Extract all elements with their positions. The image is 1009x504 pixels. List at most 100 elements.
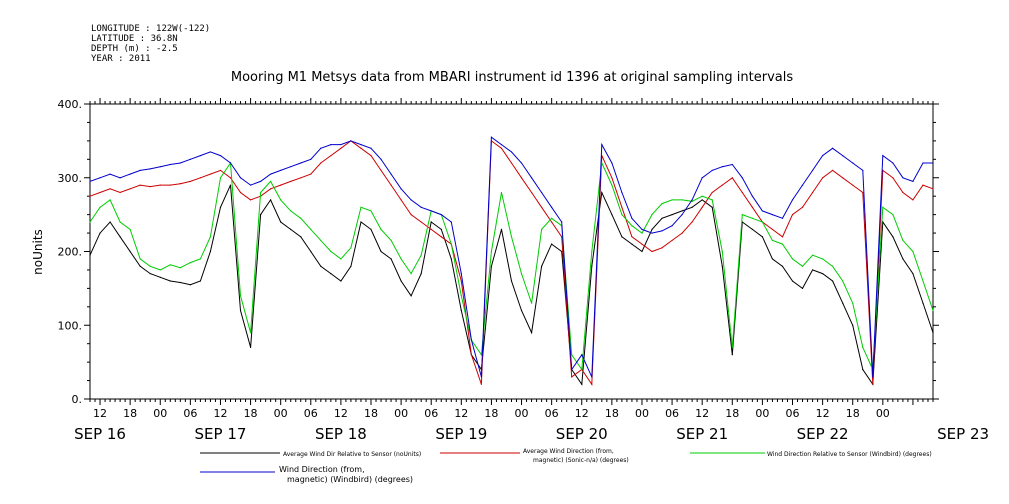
data-point bbox=[169, 163, 171, 166]
data-point bbox=[400, 258, 402, 260]
data-point bbox=[400, 199, 402, 201]
data-point bbox=[651, 228, 653, 230]
data-point bbox=[280, 184, 282, 186]
data-point bbox=[671, 214, 673, 216]
x-tick-label: 12 bbox=[93, 407, 107, 420]
data-point bbox=[621, 214, 623, 216]
x-day-label: SEP 18 bbox=[315, 425, 367, 443]
data-point bbox=[601, 143, 603, 146]
data-point bbox=[440, 214, 442, 216]
meta-longitude: LONGITUDE : 122W(-122) bbox=[91, 24, 210, 34]
data-point bbox=[842, 155, 844, 157]
data-point bbox=[460, 280, 462, 282]
x-day-label: SEP 22 bbox=[797, 425, 849, 443]
data-point bbox=[99, 232, 101, 234]
data-point bbox=[189, 158, 191, 160]
data-point bbox=[571, 354, 573, 356]
data-point bbox=[822, 155, 824, 157]
data-point bbox=[581, 354, 583, 356]
data-point bbox=[711, 199, 713, 201]
data-point bbox=[270, 188, 272, 190]
data-point bbox=[832, 280, 834, 282]
data-point bbox=[530, 191, 533, 194]
x-axis: 12 18 00 06 12 18 00 06 12 18 00 06 12 18 00 06 12 18 00 06… bbox=[74, 98, 989, 443]
x-day-label: SEP 20 bbox=[556, 425, 608, 443]
data-point bbox=[380, 158, 382, 160]
x-tick-label: 00 bbox=[394, 407, 408, 420]
data-point bbox=[671, 239, 673, 242]
data-point bbox=[751, 195, 753, 197]
data-point bbox=[129, 188, 131, 190]
data-point bbox=[350, 140, 352, 142]
data-point bbox=[832, 147, 834, 149]
data-point bbox=[510, 280, 513, 282]
data-point bbox=[932, 188, 934, 190]
data-point bbox=[280, 199, 282, 201]
data-point bbox=[460, 309, 462, 312]
data-point bbox=[169, 280, 171, 282]
data-point bbox=[932, 332, 934, 334]
data-point bbox=[681, 214, 683, 216]
data-point bbox=[290, 228, 292, 230]
data-point bbox=[862, 368, 864, 371]
data-point bbox=[661, 230, 663, 232]
data-point bbox=[300, 162, 302, 164]
data-point bbox=[310, 173, 312, 175]
data-point bbox=[681, 210, 683, 212]
data-point bbox=[621, 236, 623, 238]
data-point bbox=[862, 191, 864, 194]
data-point bbox=[169, 264, 171, 266]
y-tick-label: 0. bbox=[72, 393, 83, 406]
data-point bbox=[450, 258, 452, 260]
data-point bbox=[239, 295, 242, 297]
data-point bbox=[460, 295, 462, 297]
x-tick-label: 00 bbox=[515, 407, 529, 420]
data-point bbox=[290, 210, 292, 212]
data-point bbox=[360, 147, 362, 149]
x-day-label: SEP 16 bbox=[74, 425, 126, 443]
data-point bbox=[219, 206, 222, 208]
x-tick-label: 18 bbox=[484, 407, 498, 420]
data-point bbox=[209, 250, 212, 253]
data-point bbox=[621, 191, 623, 194]
data-point bbox=[209, 173, 212, 175]
data-point bbox=[811, 191, 814, 194]
y-tick-label: 200. bbox=[58, 246, 83, 259]
data-point bbox=[551, 221, 553, 223]
data-point bbox=[601, 162, 603, 164]
data-point bbox=[561, 236, 563, 238]
data-point bbox=[551, 217, 553, 219]
data-point bbox=[771, 228, 774, 230]
data-point bbox=[300, 177, 302, 179]
data-point bbox=[189, 261, 191, 264]
data-point bbox=[169, 184, 171, 186]
x-tick-label: 18 bbox=[244, 407, 258, 420]
data-point bbox=[119, 177, 121, 179]
data-point bbox=[189, 180, 191, 183]
data-point bbox=[781, 217, 784, 219]
legend-label-red: Average Wind Direction (from, magnetic) … bbox=[523, 448, 629, 464]
data-point bbox=[691, 199, 693, 201]
data-point bbox=[330, 143, 332, 146]
y-tick-label: 300. bbox=[58, 172, 83, 185]
data-point bbox=[551, 206, 553, 208]
data-point bbox=[390, 184, 392, 186]
data-point bbox=[400, 188, 402, 190]
data-point bbox=[229, 162, 232, 164]
data-point bbox=[490, 265, 493, 267]
data-point bbox=[99, 177, 101, 179]
data-point bbox=[611, 184, 613, 186]
data-point bbox=[209, 236, 212, 238]
y-axis-label: noUnits bbox=[31, 229, 45, 275]
data-point bbox=[832, 265, 834, 267]
data-point bbox=[591, 376, 593, 378]
data-point bbox=[430, 210, 432, 212]
x-tick-label: 18 bbox=[605, 407, 619, 420]
series-0 bbox=[89, 184, 934, 386]
data-point bbox=[370, 155, 372, 157]
x-tick-label: 00 bbox=[274, 407, 288, 420]
data-point bbox=[179, 162, 181, 164]
data-point bbox=[791, 258, 794, 260]
data-point bbox=[410, 199, 412, 201]
